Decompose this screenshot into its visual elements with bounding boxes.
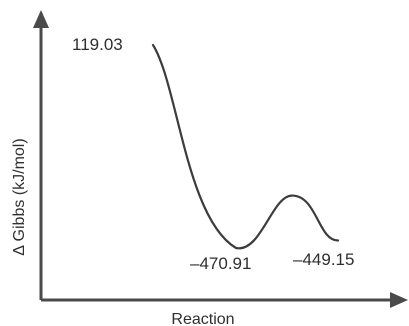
data-label-start: 119.03 [72,35,123,54]
data-label-minimum: –470.91 [190,254,251,273]
y-axis-arrow [33,10,49,28]
x-axis-label: Reaction [171,311,234,326]
series-line [151,43,340,250]
x-axis-arrow [390,292,408,308]
y-axis-label: Δ Gibbs (kJ/mol) [11,138,28,255]
data-label-end: –449.15 [293,250,354,269]
